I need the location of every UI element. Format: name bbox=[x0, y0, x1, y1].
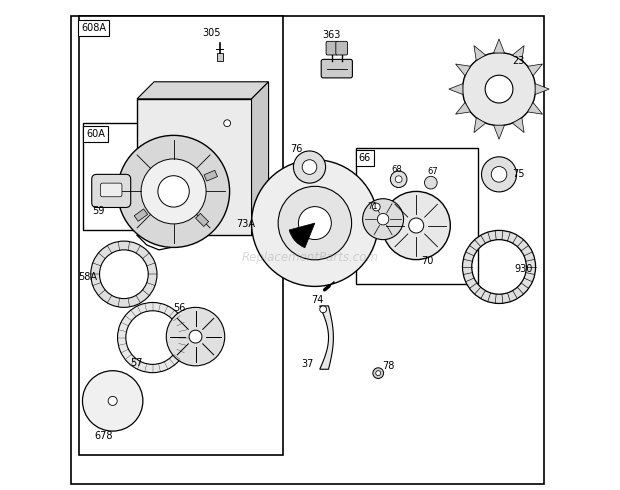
Wedge shape bbox=[289, 223, 315, 248]
Circle shape bbox=[376, 371, 381, 375]
Wedge shape bbox=[463, 230, 536, 303]
Circle shape bbox=[409, 218, 423, 233]
Text: 74: 74 bbox=[311, 294, 324, 305]
Circle shape bbox=[378, 214, 389, 225]
Polygon shape bbox=[195, 213, 209, 226]
Circle shape bbox=[482, 157, 516, 192]
Circle shape bbox=[363, 199, 404, 240]
Text: 75: 75 bbox=[513, 170, 525, 179]
Circle shape bbox=[302, 160, 317, 174]
Circle shape bbox=[320, 306, 327, 313]
Circle shape bbox=[382, 192, 450, 260]
Circle shape bbox=[118, 135, 229, 247]
FancyBboxPatch shape bbox=[100, 183, 122, 197]
Text: 678: 678 bbox=[95, 431, 113, 441]
Text: 363: 363 bbox=[322, 30, 340, 41]
Text: 305: 305 bbox=[203, 28, 221, 38]
Circle shape bbox=[108, 396, 117, 405]
Text: 59: 59 bbox=[92, 206, 104, 216]
Polygon shape bbox=[512, 46, 524, 61]
Wedge shape bbox=[91, 241, 157, 307]
Text: 60A: 60A bbox=[86, 129, 105, 139]
Circle shape bbox=[391, 171, 407, 188]
Polygon shape bbox=[528, 64, 542, 76]
FancyBboxPatch shape bbox=[321, 59, 352, 78]
Text: 23: 23 bbox=[513, 56, 525, 66]
Circle shape bbox=[278, 186, 352, 260]
Text: 73A: 73A bbox=[236, 219, 255, 229]
Circle shape bbox=[396, 176, 402, 183]
Circle shape bbox=[189, 330, 202, 343]
Text: ReplacementParts.com: ReplacementParts.com bbox=[242, 251, 378, 264]
Circle shape bbox=[463, 52, 536, 125]
FancyBboxPatch shape bbox=[336, 41, 348, 55]
Circle shape bbox=[373, 203, 380, 211]
Circle shape bbox=[252, 160, 378, 287]
Circle shape bbox=[293, 151, 326, 183]
Text: 56: 56 bbox=[174, 303, 186, 313]
Text: 68: 68 bbox=[392, 165, 402, 174]
Bar bbox=[356, 147, 478, 284]
Polygon shape bbox=[474, 118, 485, 133]
Circle shape bbox=[224, 120, 231, 126]
Polygon shape bbox=[252, 82, 268, 235]
Polygon shape bbox=[494, 39, 505, 53]
Circle shape bbox=[141, 159, 206, 224]
Text: 58A: 58A bbox=[79, 271, 97, 282]
Polygon shape bbox=[528, 102, 542, 114]
Text: 37: 37 bbox=[302, 359, 314, 369]
Text: 608A: 608A bbox=[81, 24, 106, 33]
Text: 70: 70 bbox=[421, 256, 433, 266]
Polygon shape bbox=[204, 171, 218, 181]
Bar bbox=[217, 52, 223, 61]
Text: 71: 71 bbox=[368, 201, 378, 211]
Polygon shape bbox=[449, 84, 463, 95]
Circle shape bbox=[298, 207, 331, 240]
Text: 66: 66 bbox=[359, 153, 371, 163]
Circle shape bbox=[491, 167, 507, 182]
Polygon shape bbox=[512, 118, 524, 133]
Text: 67: 67 bbox=[427, 168, 438, 176]
Circle shape bbox=[166, 307, 224, 366]
Text: 57: 57 bbox=[130, 358, 142, 368]
Circle shape bbox=[158, 176, 189, 207]
Bar bbox=[79, 16, 283, 455]
Text: 78: 78 bbox=[382, 361, 394, 371]
Polygon shape bbox=[535, 84, 549, 95]
Text: 930: 930 bbox=[515, 265, 533, 274]
Polygon shape bbox=[134, 209, 148, 221]
Wedge shape bbox=[118, 302, 188, 373]
Circle shape bbox=[485, 75, 513, 103]
Polygon shape bbox=[456, 102, 471, 114]
Text: 76: 76 bbox=[291, 144, 303, 153]
FancyBboxPatch shape bbox=[92, 174, 131, 207]
Bar bbox=[84, 123, 166, 230]
Bar bbox=[137, 99, 252, 235]
Polygon shape bbox=[494, 125, 505, 139]
Polygon shape bbox=[474, 46, 485, 61]
FancyBboxPatch shape bbox=[326, 41, 338, 55]
Polygon shape bbox=[456, 64, 471, 76]
Polygon shape bbox=[137, 82, 268, 99]
Circle shape bbox=[82, 371, 143, 431]
Circle shape bbox=[373, 368, 384, 378]
Polygon shape bbox=[320, 306, 334, 369]
Circle shape bbox=[425, 176, 437, 189]
